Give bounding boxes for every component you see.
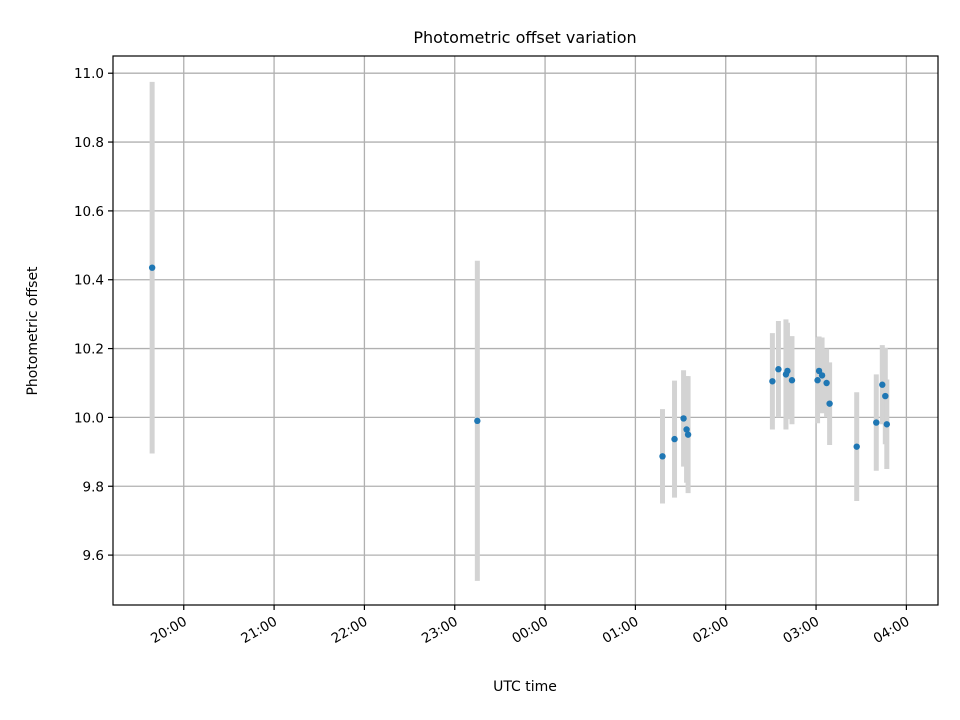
y-tick-label: 9.8: [83, 479, 104, 495]
data-point: [769, 378, 776, 385]
y-tick-label: 9.6: [83, 548, 104, 564]
data-point: [680, 415, 687, 422]
data-point: [671, 435, 678, 443]
data-point: [814, 377, 821, 384]
y-tick-label: 10.2: [74, 342, 104, 358]
x-tick-label: 01:00: [600, 614, 642, 647]
x-axis-label: UTC time: [493, 679, 557, 695]
data-point: [784, 367, 791, 375]
data-point: [853, 443, 860, 450]
x-tick-label: 22:00: [329, 614, 371, 647]
x-tick-label: 21:00: [238, 614, 280, 647]
plot-frame: [112, 55, 939, 606]
data-point: [815, 367, 823, 375]
data-point: [823, 379, 830, 387]
x-tick-label: 20:00: [148, 614, 190, 647]
data-point: [775, 366, 782, 373]
y-tick-label: 10.6: [74, 204, 104, 220]
data-point: [882, 392, 889, 400]
data-point: [474, 417, 481, 425]
x-tick-label: 02:00: [690, 614, 732, 647]
data-point: [879, 381, 886, 388]
x-tick-label: 03:00: [780, 614, 822, 647]
data-point: [826, 400, 833, 407]
data-point: [683, 426, 690, 433]
data-point: [659, 453, 666, 460]
data-point: [818, 372, 826, 379]
x-tick-label: 04:00: [871, 614, 913, 647]
data-point: [883, 421, 891, 428]
data-point: [148, 264, 156, 271]
x-tick-label: 23:00: [419, 614, 461, 647]
y-tick-label: 10.0: [74, 410, 104, 426]
y-tick-label: 11.0: [74, 66, 104, 82]
y-tick-label: 10.4: [74, 273, 104, 289]
grid-layer: [113, 56, 938, 605]
data-point: [788, 377, 796, 384]
y-tick-label: 10.8: [74, 135, 104, 151]
chart-title: Photometric offset variation: [413, 28, 636, 47]
errorbar-layer: [149, 81, 890, 581]
x-tick-label: 00:00: [509, 614, 551, 647]
data-point: [684, 431, 692, 438]
data-point: [873, 419, 880, 426]
point-layer: [148, 264, 891, 460]
y-axis-label: Photometric offset: [25, 266, 41, 396]
